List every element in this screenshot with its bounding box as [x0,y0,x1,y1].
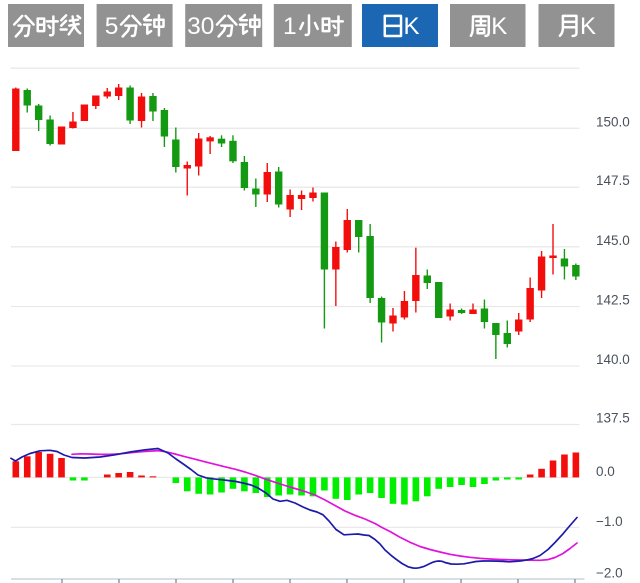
svg-text:−1.0: −1.0 [596,514,623,529]
svg-text:−2.0: −2.0 [596,565,623,580]
svg-text:3: 3 [187,13,201,40]
svg-text:142.5: 142.5 [596,293,630,308]
svg-text:5: 5 [105,13,119,40]
svg-text:140.0: 140.0 [596,352,630,367]
svg-text:K: K [580,13,596,40]
svg-text:K: K [404,13,420,40]
svg-text:147.5: 147.5 [596,173,630,188]
svg-text:0.0: 0.0 [596,464,615,479]
svg-text:137.5: 137.5 [596,411,630,426]
svg-text:0: 0 [201,13,215,40]
svg-text:1: 1 [283,13,297,40]
svg-text:145.0: 145.0 [596,233,630,248]
svg-text:K: K [491,13,507,40]
svg-text:150.0: 150.0 [596,114,630,129]
